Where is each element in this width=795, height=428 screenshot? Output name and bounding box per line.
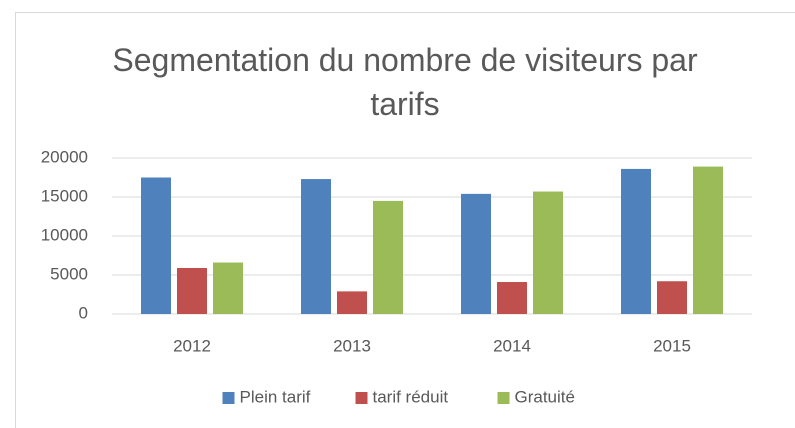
y-tick-label: 20000 [41,147,88,166]
bar [693,166,723,314]
legend-label: tarif réduit [373,387,449,406]
x-tick-label: 2012 [173,336,211,355]
legend-swatch [355,392,368,404]
legend-swatch [497,392,510,404]
chart-border [15,12,795,428]
bar [533,191,563,314]
bar [141,177,171,314]
bar [657,281,687,314]
x-tick-label: 2015 [653,336,691,355]
bar [373,200,403,314]
y-tick-label: 5000 [50,264,88,283]
legend-swatch [222,392,235,404]
bar [337,291,367,314]
bar [213,262,243,314]
x-tick-label: 2013 [333,336,371,355]
x-tick-label: 2014 [493,336,531,355]
y-tick-label: 10000 [41,225,88,244]
bar [621,168,651,314]
chart-title: Segmentation du nombre de visiteurs par … [112,42,698,122]
bar [497,282,527,314]
y-tick-label: 0 [79,303,88,322]
bar [177,267,207,314]
legend-label: Gratuité [515,387,575,406]
bar [461,193,491,314]
bar [301,179,331,314]
legend-label: Plein tarif [240,387,311,406]
y-tick-label: 15000 [41,186,88,205]
